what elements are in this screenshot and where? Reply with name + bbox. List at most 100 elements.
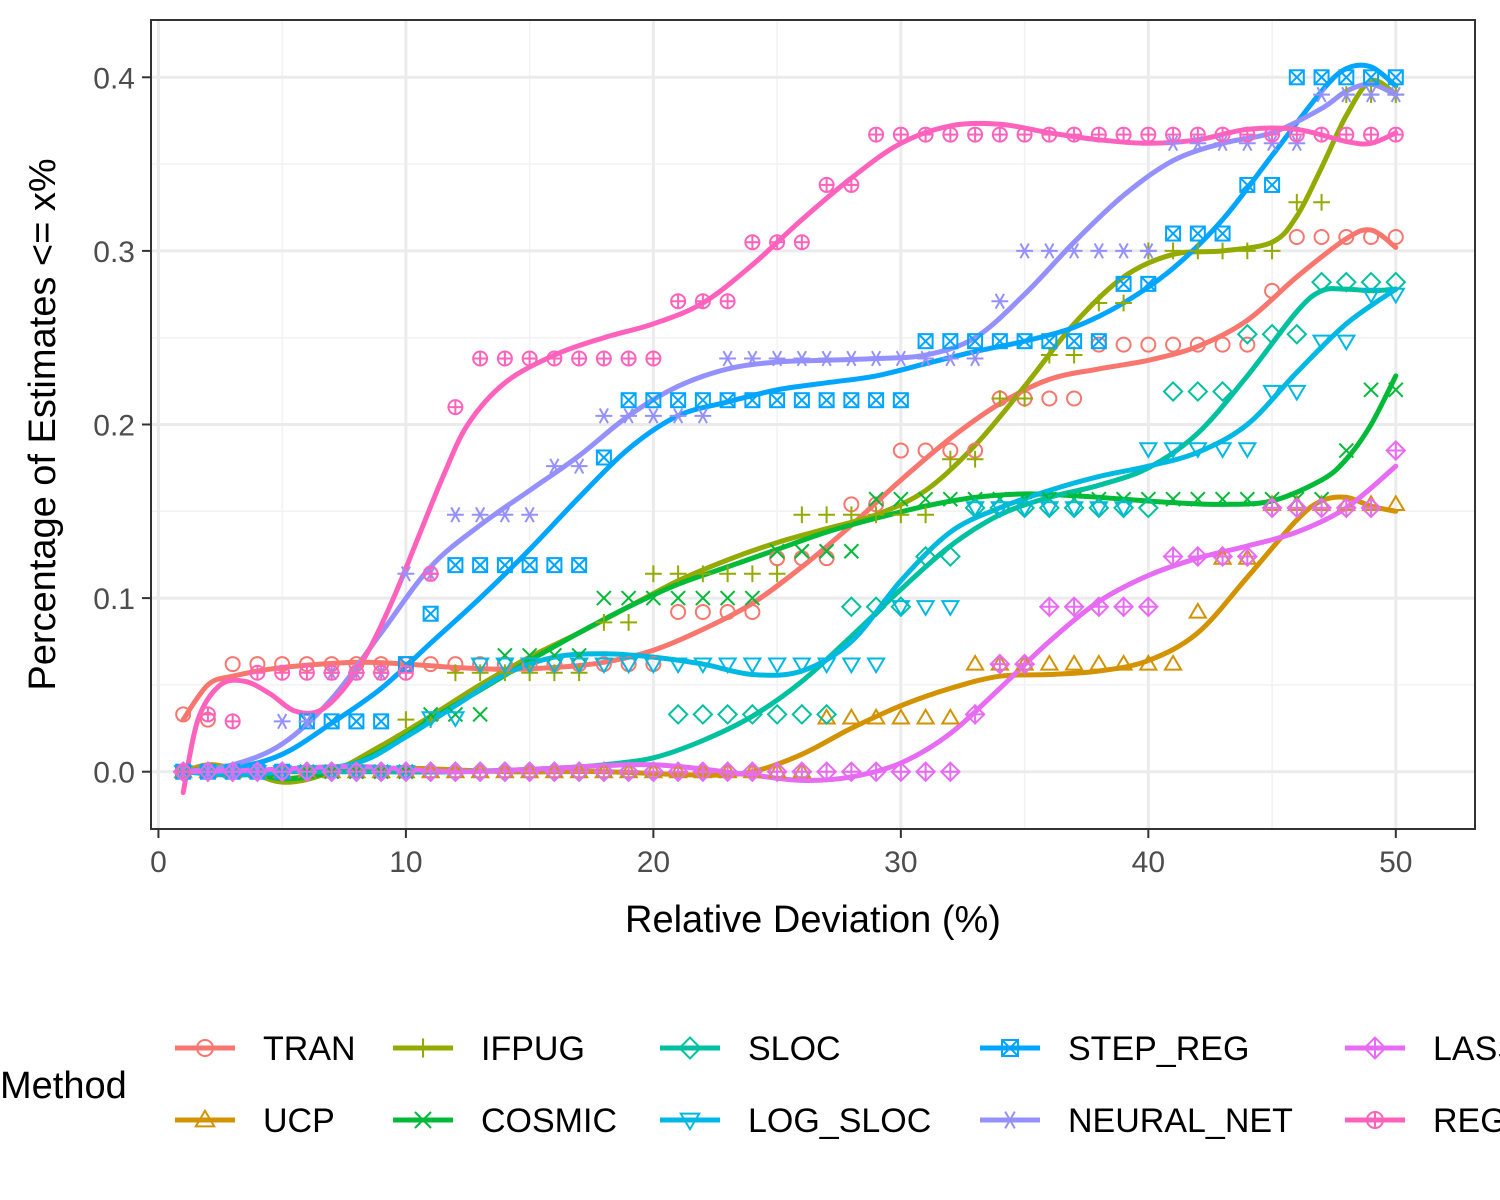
data-point <box>692 761 714 783</box>
data-point <box>892 442 909 459</box>
legend-label: TRAN <box>263 1030 356 1068</box>
x-tick-label: 10 <box>389 846 422 879</box>
data-point <box>965 501 985 518</box>
smooth-line-log-sloc <box>180 286 1399 778</box>
x-tick-label: 40 <box>1132 846 1165 879</box>
data-point <box>1214 242 1231 260</box>
data-point <box>1065 346 1083 364</box>
legend-label: STEP_REG <box>1068 1030 1249 1068</box>
data-point <box>519 761 541 783</box>
data-point <box>670 392 687 409</box>
data-point <box>298 713 316 730</box>
data-point <box>546 350 563 367</box>
y-tick-label: 0.1 <box>93 583 135 616</box>
data-point <box>1165 225 1182 242</box>
data-point <box>1189 225 1206 242</box>
data-point <box>915 707 936 725</box>
data-point <box>472 350 489 367</box>
data-point <box>1363 69 1380 86</box>
y-tick-label: 0.2 <box>93 410 135 443</box>
data-point <box>323 664 340 681</box>
data-point <box>1263 242 1281 260</box>
series-smooth-lines <box>180 62 1399 795</box>
legend-marker <box>196 1039 214 1057</box>
data-point <box>595 449 612 466</box>
data-point <box>964 703 986 725</box>
data-point <box>669 565 687 583</box>
data-point <box>692 703 714 725</box>
data-point <box>769 234 786 251</box>
data-point <box>744 234 761 251</box>
data-point <box>1288 126 1305 143</box>
data-point <box>767 657 787 675</box>
legend-marker <box>678 1036 702 1060</box>
data-point <box>1040 243 1058 259</box>
data-point <box>620 407 638 424</box>
data-point <box>695 590 711 606</box>
data-point <box>741 761 763 783</box>
grid-lines <box>151 20 1475 829</box>
data-point <box>1313 229 1330 246</box>
data-point <box>1165 491 1181 507</box>
smooth-line-step-reg <box>180 62 1399 775</box>
data-point <box>1016 243 1033 259</box>
legend-item-ucp: UCP <box>175 1102 335 1140</box>
data-point <box>1140 126 1157 143</box>
data-point <box>1188 442 1208 459</box>
data-point <box>719 350 737 367</box>
data-point <box>1387 126 1404 143</box>
data-point <box>915 545 937 567</box>
data-point <box>1239 336 1256 353</box>
legend-marker <box>194 1108 216 1128</box>
data-point <box>224 713 241 730</box>
data-point <box>842 350 860 367</box>
data-point <box>766 703 788 725</box>
data-point <box>1164 242 1182 260</box>
data-point <box>990 501 1010 518</box>
points-lasso <box>172 440 1407 783</box>
data-point <box>469 761 491 783</box>
data-point <box>816 657 837 675</box>
legend-label: REG <box>1433 1102 1500 1140</box>
legend-label: LASSO <box>1433 1030 1500 1068</box>
data-point <box>571 350 588 367</box>
data-point <box>175 763 192 780</box>
data-point <box>570 458 588 475</box>
data-point <box>1287 384 1307 402</box>
x-tick-label: 30 <box>884 846 917 879</box>
data-point <box>420 761 442 783</box>
data-point <box>965 654 985 671</box>
data-point <box>769 543 785 559</box>
data-point <box>224 656 241 673</box>
data-point <box>1115 294 1132 312</box>
data-point <box>397 664 414 681</box>
data-point <box>1162 381 1184 403</box>
data-point <box>792 657 812 675</box>
legend-title: Method <box>0 1065 127 1107</box>
data-point <box>495 657 515 675</box>
data-point <box>1188 601 1208 619</box>
data-point <box>471 506 489 523</box>
data-point <box>1064 654 1084 671</box>
data-point <box>1088 596 1110 618</box>
data-point <box>865 596 887 618</box>
legend-marker <box>414 1111 432 1129</box>
data-point <box>1261 497 1283 519</box>
data-point <box>791 703 813 725</box>
data-point <box>1262 384 1282 402</box>
legend-label: IFPUG <box>481 1030 585 1068</box>
data-point <box>620 590 637 606</box>
data-point <box>818 392 835 409</box>
data-point <box>1214 135 1231 152</box>
data-point <box>1041 126 1058 143</box>
data-point <box>445 711 466 728</box>
data-point <box>793 506 811 524</box>
data-point <box>1189 242 1207 260</box>
data-point <box>1335 271 1357 293</box>
data-point <box>620 392 637 409</box>
data-point <box>1115 126 1132 143</box>
data-point <box>521 557 538 574</box>
data-point <box>397 711 415 729</box>
data-point <box>1214 491 1231 507</box>
data-point <box>568 761 590 783</box>
